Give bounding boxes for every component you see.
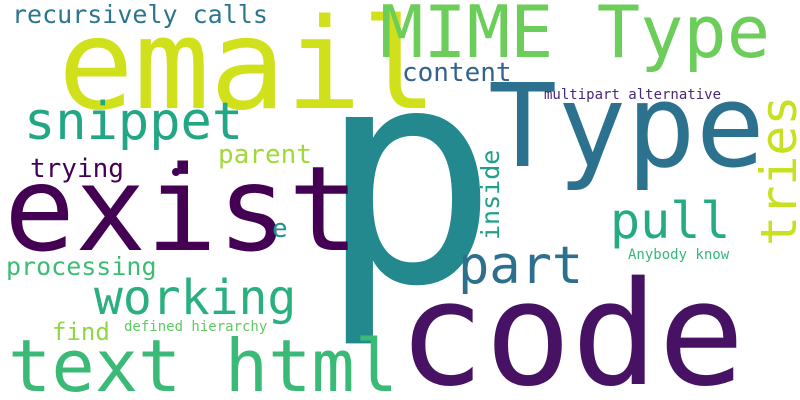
- word-snippet: snippet: [24, 92, 244, 152]
- word-defined-hierarchy: defined hierarchy: [124, 319, 268, 335]
- word-recursively-calls: recursively calls: [12, 0, 268, 29]
- word-e: e: [272, 214, 288, 244]
- word-inside: inside: [476, 149, 505, 240]
- word-part: part: [458, 236, 584, 296]
- word-p: p: [318, 3, 499, 352]
- word-content: content: [402, 58, 512, 88]
- word-tries: tries: [750, 95, 800, 246]
- word-text-html: text html: [8, 324, 399, 400]
- word-code: code: [398, 250, 745, 400]
- word-working: working: [94, 270, 297, 326]
- word-find: find: [52, 318, 110, 346]
- dot-mark: [172, 168, 180, 176]
- word-email: email: [58, 0, 438, 138]
- word-mime-type: MIME Type: [380, 0, 771, 74]
- word-type: Type: [488, 60, 765, 194]
- word-processing: processing: [6, 252, 157, 281]
- word-multipart-alternative: multipart alternative: [544, 87, 722, 103]
- word-parent: parent: [218, 140, 312, 170]
- word-exist: exist: [4, 140, 360, 278]
- word-anybody-know: Anybody know: [628, 247, 730, 263]
- word-trying: trying: [30, 154, 124, 184]
- word-pull: pull: [610, 192, 731, 250]
